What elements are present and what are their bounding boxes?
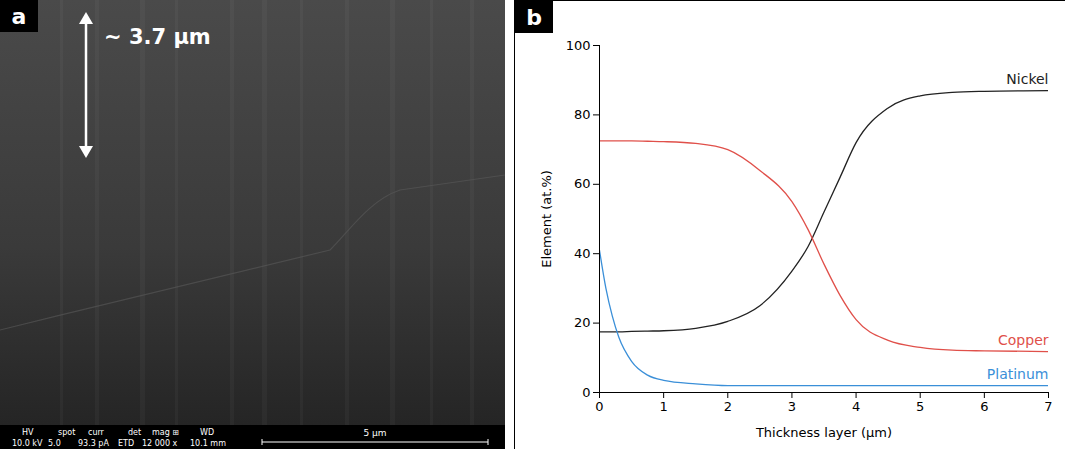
svg-text:3: 3 — [788, 399, 796, 414]
svg-text:Nickel: Nickel — [1006, 71, 1048, 87]
svg-text:5 µm: 5 µm — [363, 428, 386, 438]
svg-text:a: a — [12, 4, 27, 29]
svg-text:6: 6 — [980, 399, 988, 414]
svg-text:mag ⊞: mag ⊞ — [152, 428, 179, 437]
svg-text:ETD: ETD — [118, 439, 134, 448]
svg-text:12 000 x: 12 000 x — [142, 439, 178, 448]
svg-text:Element (at.%): Element (at.%) — [539, 170, 554, 268]
svg-text:spot: spot — [58, 428, 75, 437]
svg-text:2: 2 — [724, 399, 732, 414]
svg-text:5.0: 5.0 — [48, 439, 61, 448]
svg-text:20: 20 — [574, 315, 591, 330]
svg-text:~ 3.7 µm: ~ 3.7 µm — [104, 25, 211, 49]
svg-text:7: 7 — [1044, 399, 1052, 414]
svg-text:93.3 pA: 93.3 pA — [78, 439, 109, 448]
svg-text:40: 40 — [574, 246, 591, 261]
svg-text:10.0 kV: 10.0 kV — [12, 439, 43, 448]
svg-text:1: 1 — [660, 399, 668, 414]
svg-text:Platinum: Platinum — [987, 366, 1049, 382]
svg-text:Thickness layer (µm): Thickness layer (µm) — [755, 425, 892, 440]
svg-text:det: det — [128, 428, 141, 437]
svg-text:100: 100 — [566, 38, 591, 53]
svg-text:80: 80 — [574, 107, 591, 122]
svg-text:60: 60 — [574, 176, 591, 191]
svg-text:5: 5 — [916, 399, 924, 414]
svg-text:0: 0 — [595, 399, 603, 414]
html-text:b: b — [526, 4, 542, 30]
svg-text:HV: HV — [22, 428, 34, 437]
svg-text:4: 4 — [852, 399, 860, 414]
svg-text:curr: curr — [88, 428, 105, 437]
svg-text:Copper: Copper — [998, 332, 1049, 348]
svg-text:WD: WD — [200, 428, 214, 437]
svg-text:10.1 mm: 10.1 mm — [190, 439, 226, 448]
svg-text:0: 0 — [582, 385, 590, 400]
